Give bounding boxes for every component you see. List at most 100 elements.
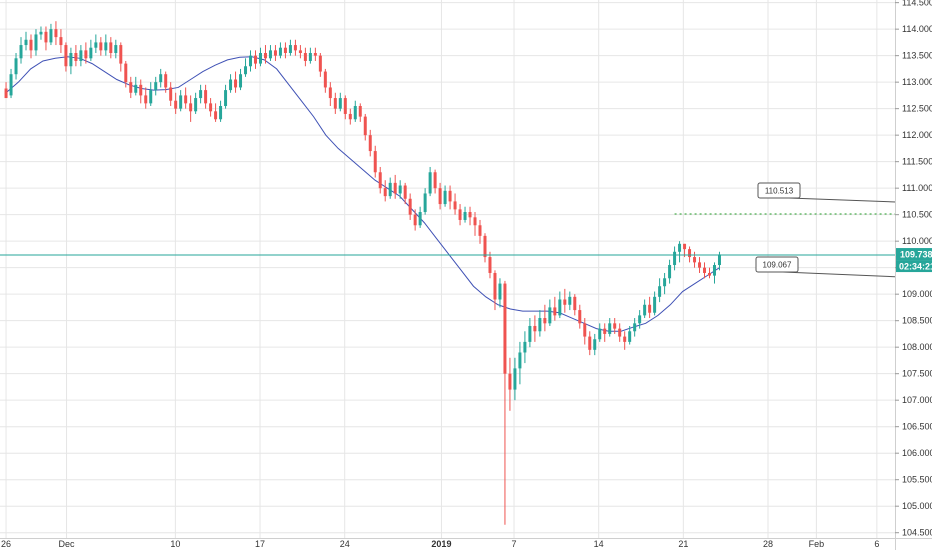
current-price-tag[interactable] [896,248,932,261]
candle-body [109,42,113,54]
candle-body [383,188,387,197]
price-tick-label: 111.000 [902,183,932,193]
price-tick-label: 104.500 [902,528,932,538]
time-tick-label: 10 [170,539,180,549]
candle-body [688,249,692,258]
candle-body [273,50,277,56]
candle-body [593,339,597,350]
candle-body [678,243,682,252]
candle-body [199,90,203,99]
candle-body [288,45,292,54]
price-tick-label: 108.000 [902,342,932,352]
candle-body [543,318,547,324]
candle-body [94,42,98,48]
price-tick-label: 108.500 [902,316,932,326]
stop-callout-box[interactable] [755,256,799,273]
candle-body [343,98,347,114]
candle-body [49,29,53,43]
price-tick-label: 114.000 [902,24,932,34]
candle-body [39,31,43,35]
candle-body [703,267,707,273]
candle-body [503,283,507,374]
candle-body [358,106,362,117]
candle-body [179,95,183,109]
candle-body [578,310,582,324]
candle-body [518,352,522,369]
candle-body [683,243,687,250]
price-tick-label: 106.000 [902,448,932,458]
candle-body [169,87,173,101]
candle-body [239,74,243,88]
candle-body [283,47,287,54]
time-tick-label: 28 [763,539,773,549]
candle-body [353,106,357,120]
candle-body [263,53,267,59]
time-tick-label: 2019 [431,539,451,549]
candle-body [298,50,302,54]
candle-body [483,235,487,258]
candle-body [633,323,637,332]
candle-body [209,103,213,112]
candle-body [308,53,312,61]
candle-body [508,373,512,390]
candle-body [538,318,542,332]
price-tick-label: 107.500 [902,369,932,379]
candle-body [164,74,168,88]
candle-body [443,190,447,205]
candle-body [378,172,382,189]
candle-body [658,286,662,297]
candle-body [583,323,587,337]
countdown-tag [896,260,932,273]
candle-body [34,34,38,51]
time-axis[interactable]: 26 Dec 10 17 24 2019 7 14 21 28 Feb 6 [0,538,932,550]
price-tick-label: 106.500 [902,422,932,432]
candle-body [249,55,253,67]
candle-body [528,325,532,342]
candle-body [523,341,527,353]
candle-body [258,53,262,64]
price-tick-label: 105.500 [902,475,932,485]
time-tick-label: 21 [678,539,688,549]
candle-body [224,90,228,107]
target-callout-label: 110.513 [765,187,794,196]
candle-body [124,63,128,83]
price-tick-label: 111.500 [902,157,932,167]
candle-body [623,336,627,342]
candle-body [24,39,28,46]
price-tick-label: 113.000 [902,77,932,87]
time-tick-label: Feb [809,539,825,549]
candle-body [558,299,562,316]
candle-body [303,53,307,61]
candle-body [513,368,517,390]
candle-body [418,212,422,226]
candle-body [403,185,407,199]
candle-body [433,172,437,189]
candle-body [638,315,642,324]
candle-body [668,265,672,279]
candle-body [458,209,462,220]
candle-body [628,331,632,342]
candle-body [318,55,322,72]
candle-body [663,278,667,287]
candle-body [99,42,103,51]
candle-body [693,257,697,263]
candle-body [194,98,198,112]
candle-body [648,304,652,313]
candle-body [254,55,257,64]
candle-body [338,98,342,109]
candle-body [229,79,233,91]
candle-body [438,188,442,205]
candle-body [712,265,716,276]
price-axis[interactable]: 104.500 105.000 105.500 106.000 106.500 107.0… [895,0,932,550]
candle-body [493,272,497,300]
stop-callout-label: 109.067 [763,261,792,270]
drawings-layer[interactable]: 110.513 109.067 [0,182,932,291]
price-tick-label: 110.500 [902,210,932,220]
candle-body [328,87,332,99]
candle-body [553,307,557,316]
candle-body [548,307,552,324]
candle-body [423,193,427,213]
candle-body [568,296,572,305]
target-callout-box[interactable] [757,182,801,199]
